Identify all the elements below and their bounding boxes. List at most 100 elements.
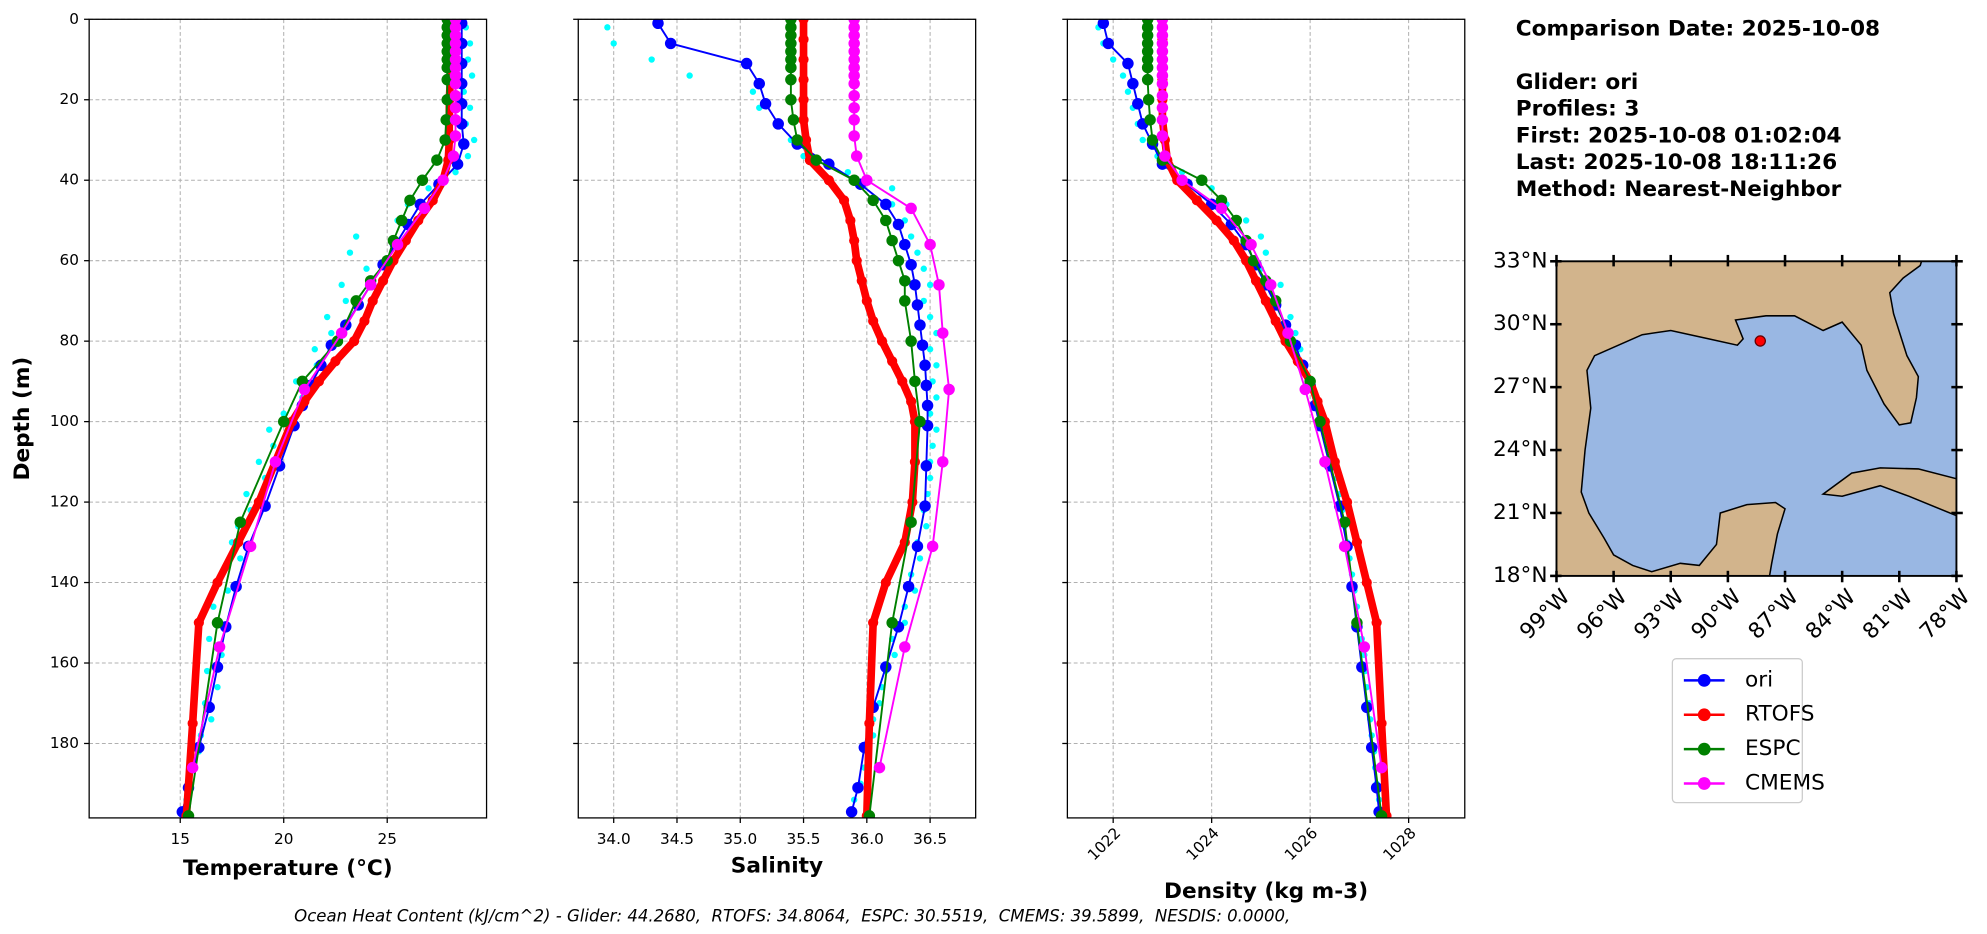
profile-point [466,104,474,111]
profile-point [1141,61,1154,74]
profile-point [876,336,888,347]
profile-point [449,102,462,114]
axes-frame [577,18,977,819]
y-tick-label: 160 [50,654,79,672]
profile-point [924,238,936,251]
profile-point [920,379,933,392]
profile-point [1371,617,1382,628]
profile-point [845,215,856,226]
profile-point [1361,577,1372,588]
profile-point [848,69,860,82]
profile-point [413,215,424,226]
profile-point [753,77,765,90]
profile-point [210,603,217,610]
profile-point [899,238,911,251]
profile-point [652,19,664,30]
profile-point [863,810,876,818]
profile-point [892,218,905,231]
profile-point [1156,89,1169,102]
x-tick-label: 34.0 [597,830,631,848]
profile-point [880,577,891,588]
profile-point [1146,134,1159,146]
profile-point [449,69,462,82]
lat-tick-label: 21°N [1493,500,1548,525]
profile-point [916,339,929,351]
profile-point [849,235,860,246]
profile-point [1375,810,1388,818]
profile-point [1156,61,1169,74]
profile-point [1358,641,1371,653]
profile-point [749,88,757,95]
profile-point [798,19,809,25]
profile-point [937,327,949,339]
profile-point [1215,194,1228,207]
profile-point [759,98,772,110]
profile-point [880,214,892,227]
profile-point [1142,94,1155,106]
profile-point [1159,150,1171,162]
info-line: Comparison Date: 2025-10-08 [1516,16,1880,41]
profile-point [449,53,462,66]
profile-point [425,185,432,192]
lat-tick-label: 30°N [1493,311,1548,336]
profile-point [919,359,931,372]
map-area [1556,261,1957,576]
profile-point [1127,77,1139,90]
info-line: Profiles: 3 [1516,97,1640,122]
profile-point [648,56,655,63]
profile-point [920,265,927,272]
axes-frame [88,18,488,819]
profile-point [909,279,921,291]
profile-point [363,265,370,272]
profile-point [785,94,797,106]
profile-point [823,158,835,170]
info-line: Last: 2025-10-08 18:11:26 [1516,150,1837,175]
profile-point [1156,102,1169,114]
info-line: Glider: ori [1516,70,1639,95]
y-tick-label: 140 [50,573,79,591]
profile-point [686,72,693,79]
profile-point [914,249,921,256]
profile-point [933,279,945,291]
profile-point [905,202,917,215]
profile-point [1341,496,1353,508]
y-tick-label: 120 [50,493,79,511]
profile-point [823,175,834,186]
x-tick-label: 36.0 [850,830,884,848]
profile-point [905,258,917,271]
profile-point [798,34,809,45]
profile-point [856,275,867,286]
profile-point [1211,215,1222,226]
plot-area [1095,19,1392,818]
profile-point [1141,21,1154,34]
profile-point [311,346,318,353]
profile-point [1287,313,1294,321]
profile-point [1250,275,1262,286]
profile-point [449,130,462,142]
profile-point [1156,53,1169,66]
profile-point [449,45,462,58]
profile-point [1156,130,1169,142]
profile-point [899,275,911,287]
profile-point [926,346,934,353]
y-tick-label: 180 [50,734,79,752]
profile-point [298,383,311,396]
y-tick-label: 100 [50,412,79,430]
profile-point [1319,456,1331,468]
profile-point [1141,37,1154,50]
profile-point [458,138,470,150]
profile-point [848,37,860,50]
profile-point [440,114,452,126]
legend-label: RTOFS [1745,702,1815,727]
legend: ori RTOFS ESPC CMEMS [1671,658,1825,804]
plot-area [176,19,478,818]
profile-point [346,249,354,256]
profile-point [449,89,462,102]
profile-point [1196,174,1208,186]
x-tick-label: 20 [274,830,293,848]
profile-point [253,496,264,508]
legend-box [1671,658,1803,804]
profile-point [937,456,949,468]
profile-point [1245,238,1257,251]
